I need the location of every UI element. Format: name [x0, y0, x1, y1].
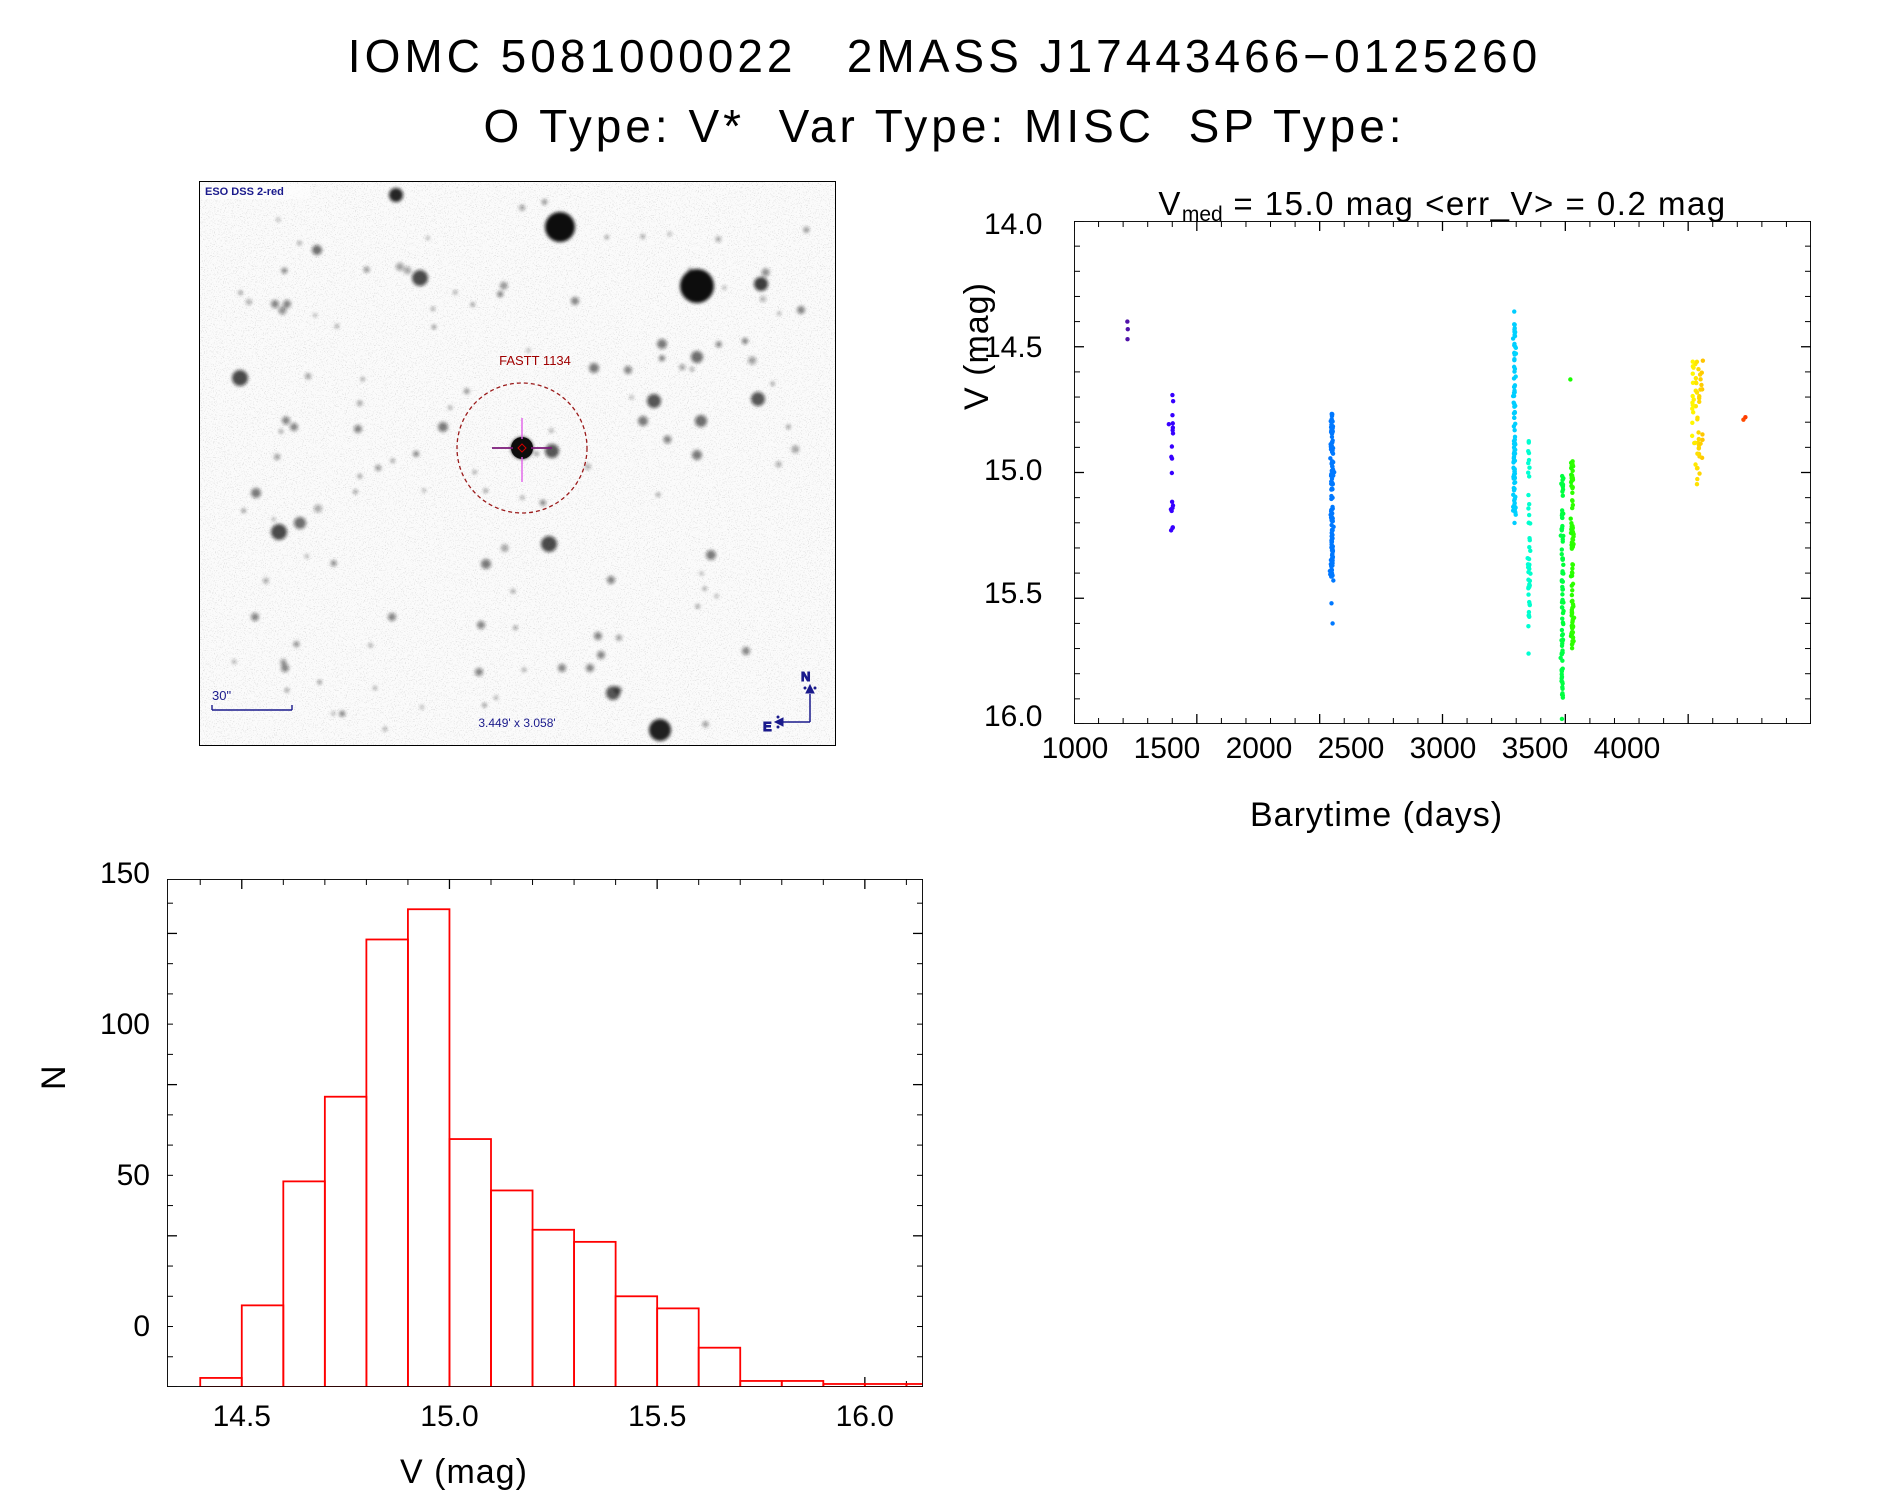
svg-text:30": 30": [212, 688, 231, 703]
svg-text:E: E: [763, 719, 772, 734]
svg-text:N: N: [801, 669, 810, 684]
svg-text:3.449' x 3.058': 3.449' x 3.058': [478, 716, 555, 730]
svg-text:ESO DSS 2-red: ESO DSS 2-red: [205, 186, 284, 198]
svg-text:FASTT 1134: FASTT 1134: [499, 353, 571, 368]
